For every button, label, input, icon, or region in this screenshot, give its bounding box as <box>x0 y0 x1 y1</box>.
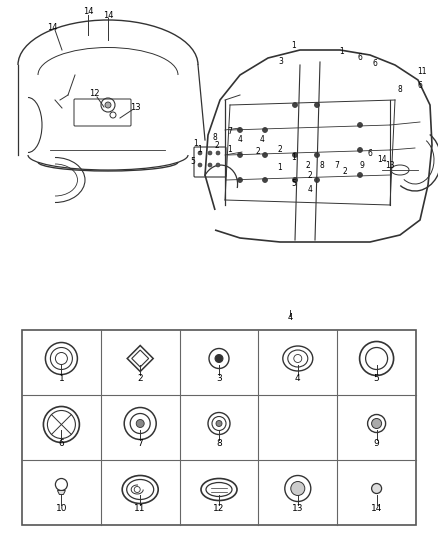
Text: 5: 5 <box>292 179 297 188</box>
Text: 9: 9 <box>360 160 364 169</box>
Circle shape <box>262 127 268 133</box>
Circle shape <box>215 354 223 362</box>
Circle shape <box>237 127 243 133</box>
Circle shape <box>314 102 319 108</box>
Text: 8: 8 <box>216 439 222 448</box>
Text: 7: 7 <box>228 127 233 136</box>
Text: 1: 1 <box>292 152 297 161</box>
Circle shape <box>293 177 297 182</box>
Text: 11: 11 <box>417 68 427 77</box>
Text: 2: 2 <box>138 374 143 383</box>
Circle shape <box>208 151 212 155</box>
Circle shape <box>293 102 297 108</box>
Circle shape <box>262 152 268 157</box>
Text: 14: 14 <box>371 504 382 513</box>
Circle shape <box>357 173 363 177</box>
Circle shape <box>105 102 111 108</box>
Text: 14: 14 <box>83 7 93 17</box>
Text: 8: 8 <box>212 133 217 141</box>
Bar <box>22 330 416 525</box>
Circle shape <box>357 148 363 152</box>
Text: 4: 4 <box>287 313 293 322</box>
Circle shape <box>136 419 144 427</box>
Circle shape <box>216 421 222 426</box>
Circle shape <box>314 177 319 182</box>
Text: 1: 1 <box>59 374 64 383</box>
Text: 10: 10 <box>56 504 67 513</box>
Text: 1: 1 <box>194 139 198 148</box>
Text: 2: 2 <box>278 144 283 154</box>
Text: 5: 5 <box>374 374 379 383</box>
Circle shape <box>208 163 212 167</box>
Text: 13: 13 <box>385 161 395 171</box>
Text: 11: 11 <box>134 504 146 513</box>
Circle shape <box>293 152 297 157</box>
Text: 9: 9 <box>374 439 379 448</box>
Circle shape <box>216 151 220 155</box>
Text: 13: 13 <box>130 103 140 112</box>
Text: 2: 2 <box>215 141 219 149</box>
Text: 8: 8 <box>320 160 325 169</box>
Text: 3: 3 <box>279 58 283 67</box>
Text: 1: 1 <box>292 41 297 50</box>
Text: 1: 1 <box>198 146 202 155</box>
Circle shape <box>216 163 220 167</box>
Text: 4: 4 <box>237 135 243 144</box>
Text: 2: 2 <box>307 171 312 180</box>
Text: 1: 1 <box>339 47 344 56</box>
Text: 7: 7 <box>335 160 339 169</box>
Text: 4: 4 <box>307 185 312 195</box>
Text: 12: 12 <box>89 90 99 99</box>
Text: 1: 1 <box>228 144 233 154</box>
Circle shape <box>314 152 319 157</box>
Circle shape <box>291 481 305 496</box>
Text: 14: 14 <box>47 23 57 33</box>
Text: 13: 13 <box>292 504 304 513</box>
Circle shape <box>371 418 381 429</box>
Text: 7: 7 <box>138 439 143 448</box>
Text: 6: 6 <box>373 60 378 69</box>
Text: 4: 4 <box>260 135 265 144</box>
Text: 14: 14 <box>377 156 387 165</box>
Circle shape <box>262 177 268 182</box>
Circle shape <box>357 123 363 127</box>
Text: 1: 1 <box>278 163 283 172</box>
Text: 6: 6 <box>59 439 64 448</box>
Text: 4: 4 <box>295 374 300 383</box>
Text: 2: 2 <box>306 160 311 169</box>
Text: 12: 12 <box>213 504 225 513</box>
Circle shape <box>237 177 243 182</box>
Circle shape <box>237 152 243 157</box>
Text: 6: 6 <box>417 80 422 90</box>
Text: 2: 2 <box>343 167 347 176</box>
Text: 3: 3 <box>216 374 222 383</box>
Circle shape <box>198 151 202 155</box>
Text: 8: 8 <box>398 85 403 94</box>
Text: 6: 6 <box>367 149 372 158</box>
Text: 5: 5 <box>191 157 195 166</box>
Text: 6: 6 <box>357 53 362 62</box>
Polygon shape <box>57 490 65 495</box>
Text: 14: 14 <box>103 11 113 20</box>
Text: 2: 2 <box>256 148 260 157</box>
Circle shape <box>198 163 202 167</box>
Circle shape <box>371 483 381 494</box>
